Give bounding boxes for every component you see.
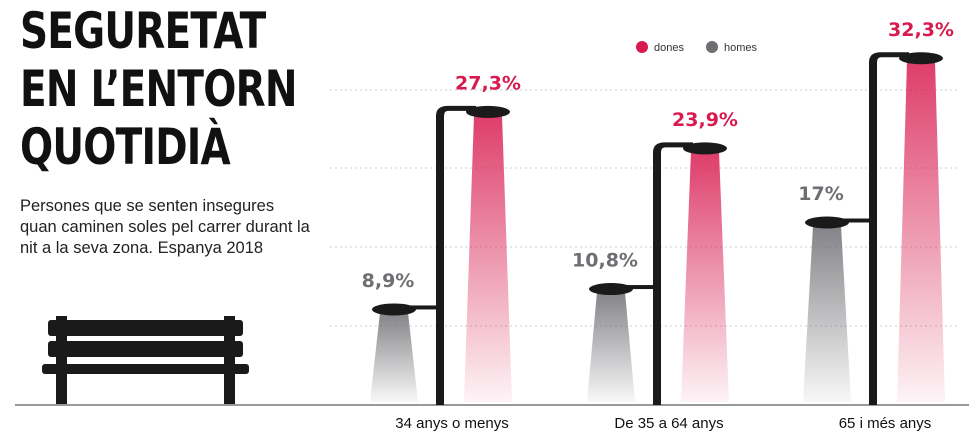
legend-marker (706, 41, 718, 53)
bar (803, 226, 851, 403)
lamp-head (589, 283, 633, 295)
lamp-head (466, 106, 510, 118)
lamp-head (372, 303, 416, 315)
x-tick-label: 65 i més anys (839, 415, 932, 432)
x-tick-label: De 35 a 64 anys (614, 415, 723, 432)
bench-leg (56, 316, 67, 405)
lamp-head (683, 142, 727, 154)
bench-seat (42, 364, 249, 374)
legend-label: homes (724, 42, 758, 54)
page: SEGURETATEN L’ENTORNQUOTIDIÀ Persones qu… (0, 0, 969, 436)
value-label: 8,9% (362, 270, 415, 292)
bench-plank (48, 320, 243, 336)
bench (42, 316, 249, 405)
value-label: 23,9% (672, 109, 738, 131)
value-label: 27,3% (455, 72, 521, 94)
grid (330, 90, 960, 326)
bar (897, 61, 945, 402)
lamp-head (899, 52, 943, 64)
x-tick-label: 34 anys o menys (395, 415, 508, 432)
bench-leg (224, 316, 235, 405)
value-label: 10,8% (572, 250, 638, 272)
legend-label: dones (654, 42, 684, 54)
bar (464, 115, 512, 402)
bar (587, 292, 635, 402)
legend-marker (636, 41, 648, 53)
value-label: 32,3% (888, 19, 954, 41)
value-label: 17% (798, 183, 843, 205)
bench-plank (48, 341, 243, 357)
bar (681, 151, 729, 402)
lamp-head (805, 217, 849, 229)
chart: 34 anys o menys 27,3% 8,9% De 35 a 64 anys 2… (0, 0, 969, 436)
